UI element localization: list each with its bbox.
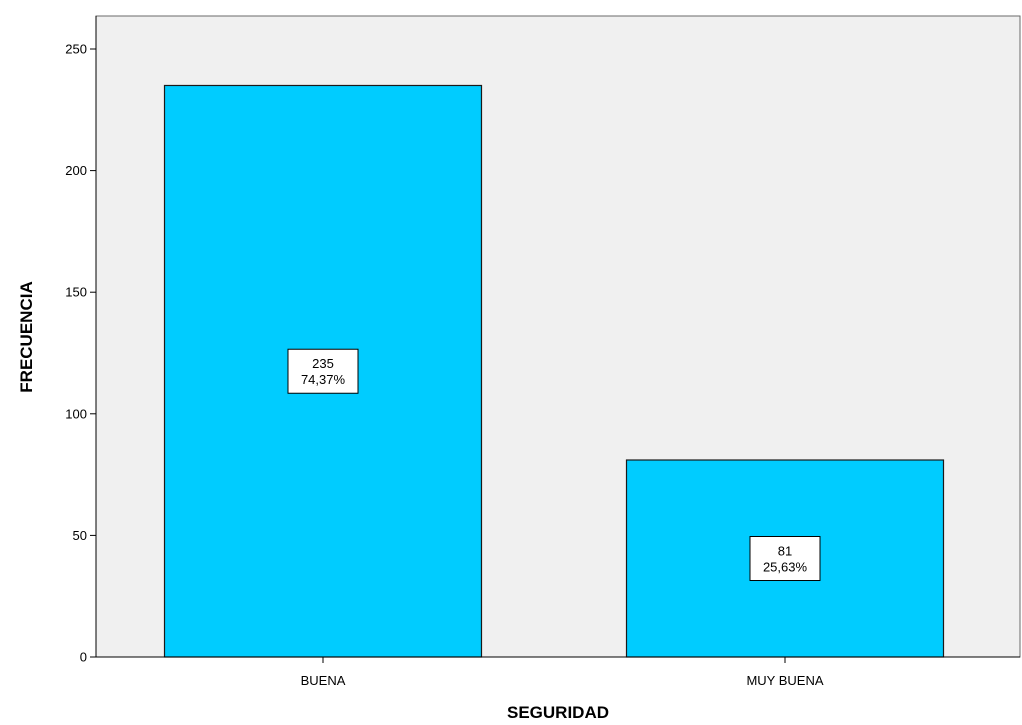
y-tick-label: 250 xyxy=(65,42,87,57)
y-tick-label: 0 xyxy=(80,650,87,665)
data-label-box xyxy=(287,348,359,394)
y-tick-label: 50 xyxy=(73,528,87,543)
y-axis-title: FRECUENCIA xyxy=(17,281,36,392)
x-tick-label: BUENA xyxy=(301,673,346,688)
y-tick-label: 150 xyxy=(65,285,87,300)
x-tick-label: MUY BUENA xyxy=(746,673,823,688)
y-tick-label: 200 xyxy=(65,163,87,178)
x-axis: BUENA MUY BUENA xyxy=(96,656,1020,688)
data-label-percent: 74,37% xyxy=(301,372,346,387)
x-axis-title: SEGURIDAD xyxy=(507,703,609,722)
data-label-box xyxy=(749,536,821,582)
y-axis: 0 50 100 150 200 250 xyxy=(65,16,97,665)
y-tick-label: 100 xyxy=(65,406,87,421)
data-label-count: 235 xyxy=(312,356,334,371)
data-label-percent: 25,63% xyxy=(763,560,808,575)
data-label-count: 81 xyxy=(778,544,792,559)
